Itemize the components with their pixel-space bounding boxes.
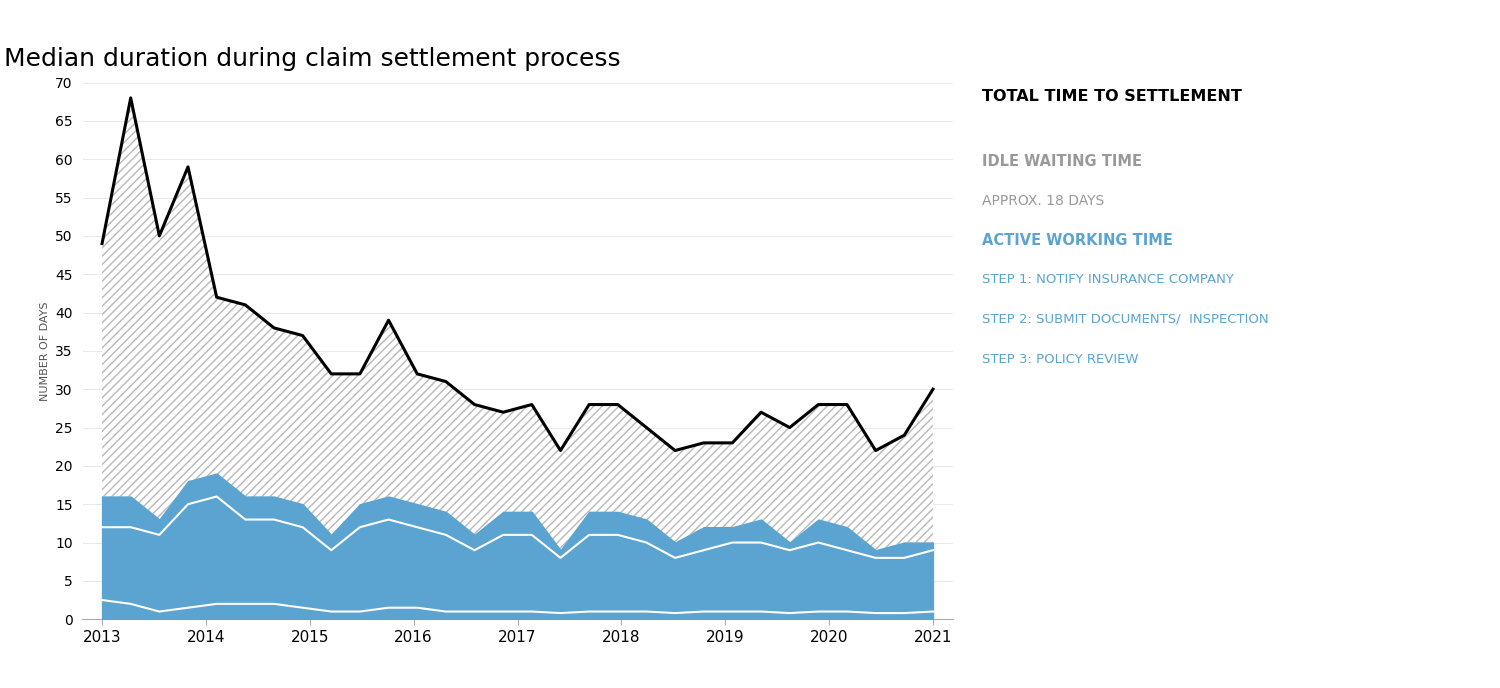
Text: STEP 2: SUBMIT DOCUMENTS/  INSPECTION: STEP 2: SUBMIT DOCUMENTS/ INSPECTION — [982, 313, 1269, 326]
Y-axis label: NUMBER OF DAYS: NUMBER OF DAYS — [39, 301, 50, 400]
Text: Median duration during claim settlement process: Median duration during claim settlement … — [4, 47, 621, 71]
Text: ACTIVE WORKING TIME: ACTIVE WORKING TIME — [982, 233, 1173, 248]
Text: STEP 3: POLICY REVIEW: STEP 3: POLICY REVIEW — [982, 353, 1138, 366]
Text: STEP 1: NOTIFY INSURANCE COMPANY: STEP 1: NOTIFY INSURANCE COMPANY — [982, 273, 1234, 286]
Text: APPROX. 18 DAYS: APPROX. 18 DAYS — [982, 194, 1104, 208]
Text: TOTAL TIME TO SETTLEMENT: TOTAL TIME TO SETTLEMENT — [982, 89, 1242, 105]
Text: IDLE WAITING TIME: IDLE WAITING TIME — [982, 154, 1143, 169]
